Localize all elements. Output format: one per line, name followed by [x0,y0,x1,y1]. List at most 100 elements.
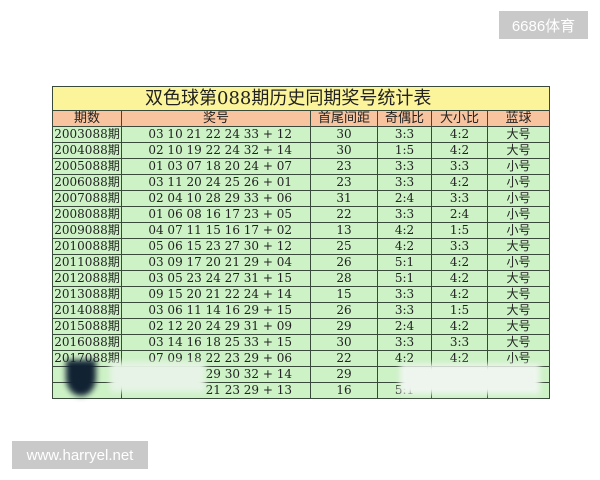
table-title: 双色球第088期历史同期奖号统计表 [51,86,551,111]
odd-even-cell: 2:4 [377,318,432,335]
numbers-cell: 02 04 10 28 29 33 + 06 [121,190,311,207]
blue-ball-cell: 大号 [486,318,551,335]
span-cell: 13 [310,222,378,239]
blue-ball-cell: 小号 [486,206,551,223]
big-small-cell: 4:2 [431,270,488,287]
numbers-cell: 03 11 20 24 25 26 + 01 [121,174,311,191]
table-row: 2014088期 03 06 11 14 16 29 + 15 26 3:3 1:5 大号 [52,302,551,319]
obscuring-smudge [400,364,540,394]
numbers-cell: 02 12 20 24 29 31 + 09 [121,318,311,335]
big-small-cell: 3:3 [431,238,488,255]
blue-ball-cell: 小号 [486,350,551,367]
period-cell: 2016088期 [52,334,122,351]
column-header: 奇偶比 [377,110,432,127]
column-header: 奖号 [121,110,311,127]
odd-even-cell: 3:3 [377,334,432,351]
odd-even-cell: 3:3 [377,286,432,303]
blue-ball-cell: 小号 [486,254,551,271]
span-cell: 23 [310,174,378,191]
blue-ball-cell: 大号 [486,238,551,255]
period-cell: 2013088期 [52,286,122,303]
blue-ball-cell: 大号 [486,270,551,287]
big-small-cell: 1:5 [431,222,488,239]
watermark-site-url: www.harryel.net [12,441,148,469]
numbers-cell: 03 09 17 20 21 29 + 04 [121,254,311,271]
span-cell: 30 [310,126,378,143]
big-small-cell: 3:3 [431,334,488,351]
period-cell: 2014088期 [52,302,122,319]
big-small-cell: 4:2 [431,142,488,159]
table-row: 2017088期 07 09 18 22 23 29 + 06 22 4:2 4:2 小号 [52,350,551,367]
big-small-cell: 4:2 [431,318,488,335]
table-row: 2012088期 03 05 23 24 27 31 + 15 28 5:1 4:2 大号 [52,270,551,287]
header-row: 期数 奖号 首尾间距 奇偶比 大小比 蓝球 [52,110,551,127]
odd-even-cell: 3:3 [377,126,432,143]
period-cell: 2012088期 [52,270,122,287]
span-cell: 26 [310,254,378,271]
numbers-cell: 03 10 21 22 24 33 + 12 [121,126,311,143]
column-header: 蓝球 [486,110,551,127]
period-cell: 2015088期 [52,318,122,335]
odd-even-cell: 3:3 [377,174,432,191]
numbers-cell: 03 14 16 18 25 33 + 15 [121,334,311,351]
span-cell: 26 [310,302,378,319]
blue-ball-cell: 大号 [486,126,551,143]
big-small-cell: 4:2 [431,350,488,367]
big-small-cell: 4:2 [431,254,488,271]
numbers-cell: 01 06 08 16 17 23 + 05 [121,206,311,223]
column-header: 首尾间距 [310,110,378,127]
big-small-cell: 3:3 [431,158,488,175]
numbers-cell: 07 09 18 22 23 29 + 06 [121,350,311,367]
blue-ball-cell: 大号 [486,302,551,319]
period-cell: 2006088期 [52,174,122,191]
odd-even-cell: 5:1 [377,270,432,287]
table-row: 2004088期 02 10 19 22 24 32 + 14 30 1:5 4:2 大号 [52,142,551,159]
blue-ball-cell: 大号 [486,334,551,351]
table-row: 2016088期 03 14 16 18 25 33 + 15 30 3:3 3:3 大号 [52,334,551,351]
numbers-cell: 02 10 19 22 24 32 + 14 [121,142,311,159]
span-cell: 22 [310,206,378,223]
column-header: 大小比 [431,110,488,127]
table-row: 2015088期 02 12 20 24 29 31 + 09 29 2:4 4:2 大号 [52,318,551,335]
span-cell: 30 [310,142,378,159]
period-cell: 2008088期 [52,206,122,223]
span-cell: 29 [310,318,378,335]
period-cell: 2005088期 [52,158,122,175]
table-row: 2009088期 04 07 11 15 16 17 + 02 13 4:2 1:5 小号 [52,222,551,239]
watermark-6686: 6686体育 [499,11,588,39]
lottery-history-table: 双色球第088期历史同期奖号统计表 期数 奖号 首尾间距 奇偶比 大小比 蓝球 20030… [51,86,551,399]
odd-even-cell: 3:3 [377,206,432,223]
odd-even-cell: 5:1 [377,254,432,271]
big-small-cell: 4:2 [431,174,488,191]
span-cell: 16 [310,382,378,399]
table-row: 2013088期 09 15 20 21 22 24 + 14 15 3:3 4:2 大号 [52,286,551,303]
table-row: 2003088期 03 10 21 22 24 33 + 12 30 3:3 4:2 大号 [52,126,551,143]
span-cell: 30 [310,334,378,351]
odd-even-cell: 3:3 [377,158,432,175]
table-row: 2008088期 01 06 08 16 17 23 + 05 22 3:3 2:4 小号 [52,206,551,223]
period-cell: 2011088期 [52,254,122,271]
odd-even-cell: 4:2 [377,222,432,239]
odd-even-cell: 4:2 [377,238,432,255]
odd-even-cell: 2:4 [377,190,432,207]
numbers-cell: 03 06 11 14 16 29 + 15 [121,302,311,319]
blue-ball-cell: 小号 [486,158,551,175]
numbers-cell: 09 15 20 21 22 24 + 14 [121,286,311,303]
odd-even-cell: 3:3 [377,302,432,319]
obscuring-smudge [110,362,205,392]
span-cell: 28 [310,270,378,287]
span-cell: 22 [310,350,378,367]
table-row: 2010088期 05 06 15 23 27 30 + 12 25 4:2 3:3 大号 [52,238,551,255]
table-row: 2005088期 01 03 07 18 20 24 + 07 23 3:3 3:3 小号 [52,158,551,175]
odd-even-cell: 1:5 [377,142,432,159]
blue-ball-cell: 小号 [486,174,551,191]
span-cell: 15 [310,286,378,303]
blue-ball-cell: 大号 [486,286,551,303]
numbers-cell: 01 03 07 18 20 24 + 07 [121,158,311,175]
table-row: 2006088期 03 11 20 24 25 26 + 01 23 3:3 4:2 小号 [52,174,551,191]
big-small-cell: 1:5 [431,302,488,319]
period-cell: 2003088期 [52,126,122,143]
blue-ball-cell: 大号 [486,142,551,159]
blue-ball-cell: 小号 [486,222,551,239]
big-small-cell: 4:2 [431,126,488,143]
